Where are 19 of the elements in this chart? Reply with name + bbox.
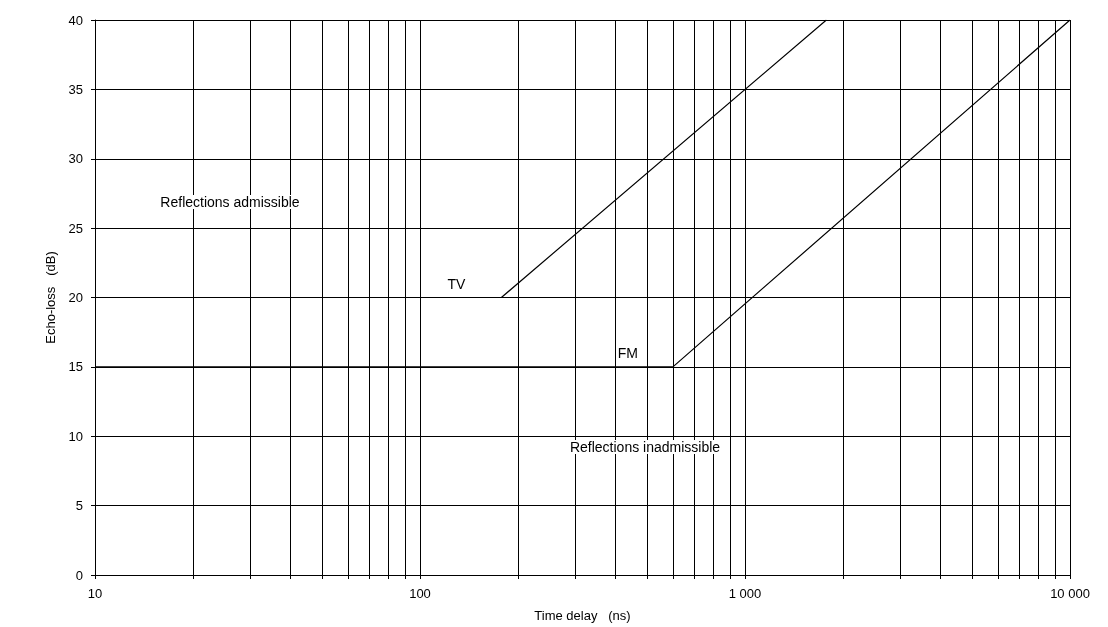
series-label: TV: [447, 275, 466, 292]
y-tick-label: 20: [68, 290, 83, 305]
annotation: Reflections inadmissible: [569, 439, 721, 455]
x-tick-label: 100: [409, 586, 431, 601]
x-tick-label: 10 000: [1050, 586, 1090, 601]
y-tick-label: 10: [68, 428, 83, 444]
y-tick-label: 30: [68, 151, 83, 167]
y-axis-title: Echo-loss (dB): [43, 251, 58, 344]
series-label: FM: [617, 344, 639, 361]
y-tick-label: 15: [68, 359, 83, 375]
y-tick-label: 25: [68, 220, 83, 236]
annotation: Reflections admissible: [160, 194, 300, 210]
y-tick-label: 5: [75, 498, 83, 514]
y-tick-label: 35: [68, 81, 83, 97]
x-tick-label: 1 000: [728, 586, 762, 601]
x-tick-label: 10: [87, 586, 103, 601]
x-axis-title: Time delay (ns): [534, 608, 631, 623]
y-tick-label: 40: [68, 12, 83, 28]
y-tick-label: 0: [75, 567, 83, 583]
